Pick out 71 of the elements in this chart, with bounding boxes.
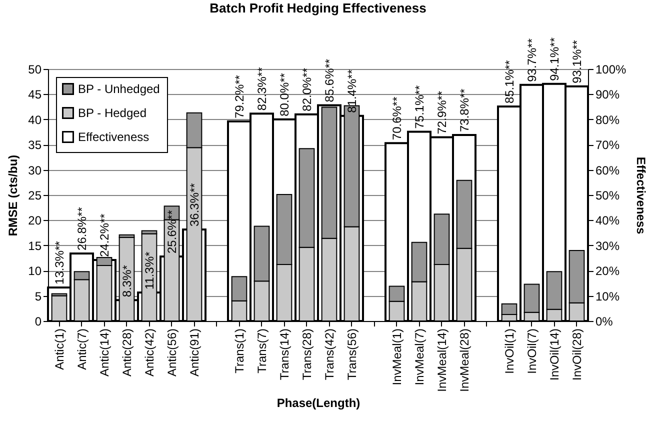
- x-tick-label: Antic(91): [187, 328, 202, 377]
- y-tick-label: 35: [28, 138, 42, 152]
- x-tick-label: Antic(42): [142, 328, 156, 377]
- data-label: 75.1%**: [412, 85, 426, 129]
- y2-tick-label: 10%: [596, 289, 620, 304]
- data-label: 36.3%**: [187, 182, 202, 227]
- x-tick-label: InvOil(28): [570, 328, 584, 381]
- x-tick-label: InvMeal(1): [390, 328, 404, 386]
- data-label: 26.8%**: [74, 206, 89, 250]
- x-tick-label: InvOil(1): [502, 328, 516, 374]
- x-tick-label: Trans(42): [322, 328, 336, 380]
- y-tick-label: 50: [28, 62, 42, 76]
- y2-tick-label: 90%: [596, 88, 620, 102]
- data-label: 73.8%**: [457, 88, 472, 132]
- legend-label: BP - Unhedged: [78, 82, 160, 96]
- x-tick-label: InvMeal(28): [457, 328, 472, 392]
- x-tick-label: Antic(28): [120, 328, 134, 377]
- data-label: 72.9%**: [434, 90, 449, 134]
- data-label: 85.1%**: [502, 60, 516, 104]
- data-label: 25.6%**: [164, 210, 179, 254]
- y-tick-label: 40: [28, 112, 42, 127]
- y2-tick-label: 20%: [596, 264, 620, 278]
- data-label: 70.6%**: [390, 96, 404, 140]
- y2-tick-label: 60%: [596, 163, 620, 178]
- x-tick-label: Trans(28): [300, 328, 314, 380]
- data-label: 11.3%*: [142, 251, 156, 290]
- y-tick-label: 15: [28, 238, 42, 253]
- y-tick-label: 45: [28, 88, 42, 102]
- y-tick-label: 30: [28, 163, 42, 178]
- y2-tick-label: 0%: [596, 314, 614, 328]
- y-tick-label: 25: [28, 188, 42, 202]
- y2-tick-label: 100%: [596, 62, 627, 76]
- y-tick-label: 5: [34, 289, 42, 304]
- legend-label: Effectiveness: [78, 130, 150, 144]
- data-label: 93.1%**: [570, 40, 584, 84]
- data-label: 94.1%**: [547, 37, 562, 81]
- x-tick-label: Antic(1): [52, 328, 66, 370]
- x-tick-label: Trans(7): [254, 328, 269, 374]
- data-label: 8.3%*: [120, 264, 134, 298]
- data-label: 13.3%**: [52, 240, 66, 284]
- data-label: 82.0%**: [300, 68, 314, 112]
- x-tick-label: InvOil(14): [547, 328, 562, 381]
- y-tick-label: 20: [28, 214, 42, 228]
- x-tick-label: Trans(56): [344, 328, 359, 380]
- y2-tick-label: 40%: [596, 214, 620, 228]
- chart-title: Batch Profit Hedging Effectiveness: [210, 0, 426, 16]
- data-label: 24.2%**: [97, 213, 112, 258]
- data-label: 82.3%**: [254, 66, 269, 111]
- y2-tick-label: 80%: [596, 112, 620, 127]
- y2-tick-label: 30%: [596, 238, 620, 253]
- y-tick-label: 10: [28, 264, 42, 278]
- x-tick-label: Antic(14): [97, 328, 112, 377]
- y2-axis-title: Effectiveness: [634, 156, 648, 235]
- x-tick-label: InvMeal(7): [412, 328, 426, 386]
- x-tick-label: InvOil(7): [524, 328, 539, 374]
- x-axis-title: Phase(Length): [276, 396, 360, 410]
- legend-label: BP - Hedged: [78, 106, 146, 120]
- x-tick-label: Trans(14): [277, 328, 292, 380]
- x-tick-label: InvMeal(14): [434, 328, 449, 392]
- x-tick-label: Trans(1): [232, 328, 246, 374]
- y-axis-title: RMSE (cts/bu): [6, 154, 20, 236]
- x-tick-label: Antic(7): [74, 328, 89, 370]
- x-tick-label: Antic(56): [164, 328, 179, 377]
- data-label: 93.7%**: [524, 38, 539, 82]
- data-label: 85.6%**: [322, 58, 336, 102]
- y2-tick-label: 50%: [596, 188, 620, 202]
- data-label: 79.2%**: [232, 74, 246, 118]
- y2-tick-label: 70%: [596, 138, 620, 152]
- data-label: 80.0%**: [277, 72, 292, 116]
- data-label: 81.4%**: [344, 69, 359, 113]
- y-tick-label: 0: [34, 314, 42, 328]
